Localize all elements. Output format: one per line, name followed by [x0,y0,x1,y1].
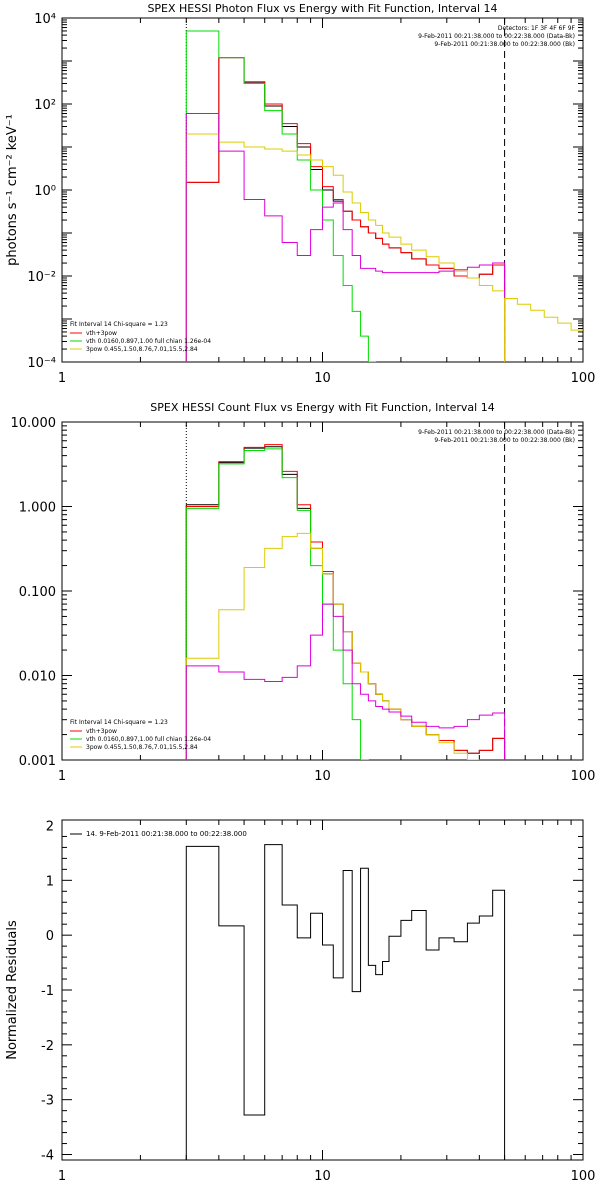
x-tick-label: 100 [571,1169,596,1184]
info-text: 9-Feb-2011 00:21:38.000 to 00:22:38.000 … [434,41,575,48]
info-text: 9-Feb-2011 00:21:38.000 to 00:22:38.000 … [418,33,575,40]
y-tick-label: 10⁴ [34,12,56,27]
y-tick-label: 0.001 [19,754,56,769]
y-tick-label: 1 [46,874,54,889]
series-4-line [185,603,506,760]
y-tick-label: 10⁻² [27,270,56,285]
y-tick-label: 0.010 [19,670,56,685]
series-1-line [185,444,506,760]
info-text: Detectors: 1F 3F 4F 6F 9F [498,25,576,32]
series-2-line [185,30,506,362]
plot-area [185,422,506,760]
y-tick-label: -3 [41,1094,54,1109]
x-tick-label: 100 [571,769,596,784]
y-tick-label: 0 [46,929,54,944]
y-tick-label: 0.100 [19,585,56,600]
series-2-line [185,448,506,760]
photon-flux-panel: SPEX HESSI Photon Flux vs Energy with Fi… [5,2,595,386]
residuals-panel: 1 10 100 -4 -3 -2 -1 0 1 2 Normalized Residuals 14.… [5,819,595,1184]
fit-header: Fit Interval 14 Chi-square = 1.23 [70,321,168,328]
chart-title: SPEX HESSI Photon Flux vs Energy with Fi… [147,2,497,15]
y-tick-label: -1 [41,984,54,999]
series-0-line [185,844,506,1160]
plot-area [185,18,583,362]
fit-header: Fit Interval 14 Chi-square = 1.23 [70,719,168,726]
series-5-line [504,297,583,362]
info-text: 9-Feb-2011 00:21:38.000 to 00:22:38.000 … [434,437,575,444]
x-tick-label: 10 [314,1169,331,1184]
y-axis-label: photons s⁻¹ cm⁻² keV⁻¹ [5,114,20,266]
x-tick-label: 10 [314,769,331,784]
chart-title: SPEX HESSI Count Flux vs Energy with Fit… [150,401,494,414]
series-0-line [185,57,506,362]
series-1-line [185,57,506,362]
legend-text: 14. 9-Feb-2011 00:21:38.000 to 00:22:38.… [86,830,247,838]
x-tick-label: 1 [58,769,66,784]
plot-area [185,844,506,1160]
y-tick-label: 10⁰ [34,184,56,199]
series-3-line [185,532,506,760]
y-tick-label: 10⁻⁴ [27,356,56,371]
series-0-line [185,446,506,760]
x-tick-label: 1 [58,371,66,386]
fit-line: vth 0.0160,0.897,1.00 full chian 1.26e-0… [86,736,211,743]
y-tick-label: -2 [41,1039,54,1054]
x-tick-label: 10 [314,371,331,386]
y-tick-label: 2 [46,819,54,834]
x-tick-label: 1 [58,1169,66,1184]
y-tick-label: -4 [41,1149,54,1164]
fit-line: vth 0.0160,0.897,1.00 full chian 1.26e-0… [86,338,211,345]
fit-line: vth+3pow [86,330,117,337]
x-tick-label: 100 [571,371,596,386]
y-tick-label: 1.000 [19,501,56,516]
fit-line: 3pow 0.455,1.50,8.76,7.01,15.5,2.84 [86,346,198,353]
fit-line: vth+3pow [86,728,117,735]
series-3-line [185,133,506,362]
series-4-line [185,113,506,362]
fit-line: 3pow 0.455,1.50,8.76,7.01,15.5,2.84 [86,744,198,751]
y-tick-label: 10.000 [11,416,57,431]
y-axis-label: Normalized Residuals [5,920,20,1060]
info-text: 9-Feb-2011 00:21:38.000 to 00:22:38.000 … [418,429,575,436]
y-tick-label: 10² [34,98,56,113]
count-flux-panel: SPEX HESSI Count Flux vs Energy with Fit… [11,401,596,784]
